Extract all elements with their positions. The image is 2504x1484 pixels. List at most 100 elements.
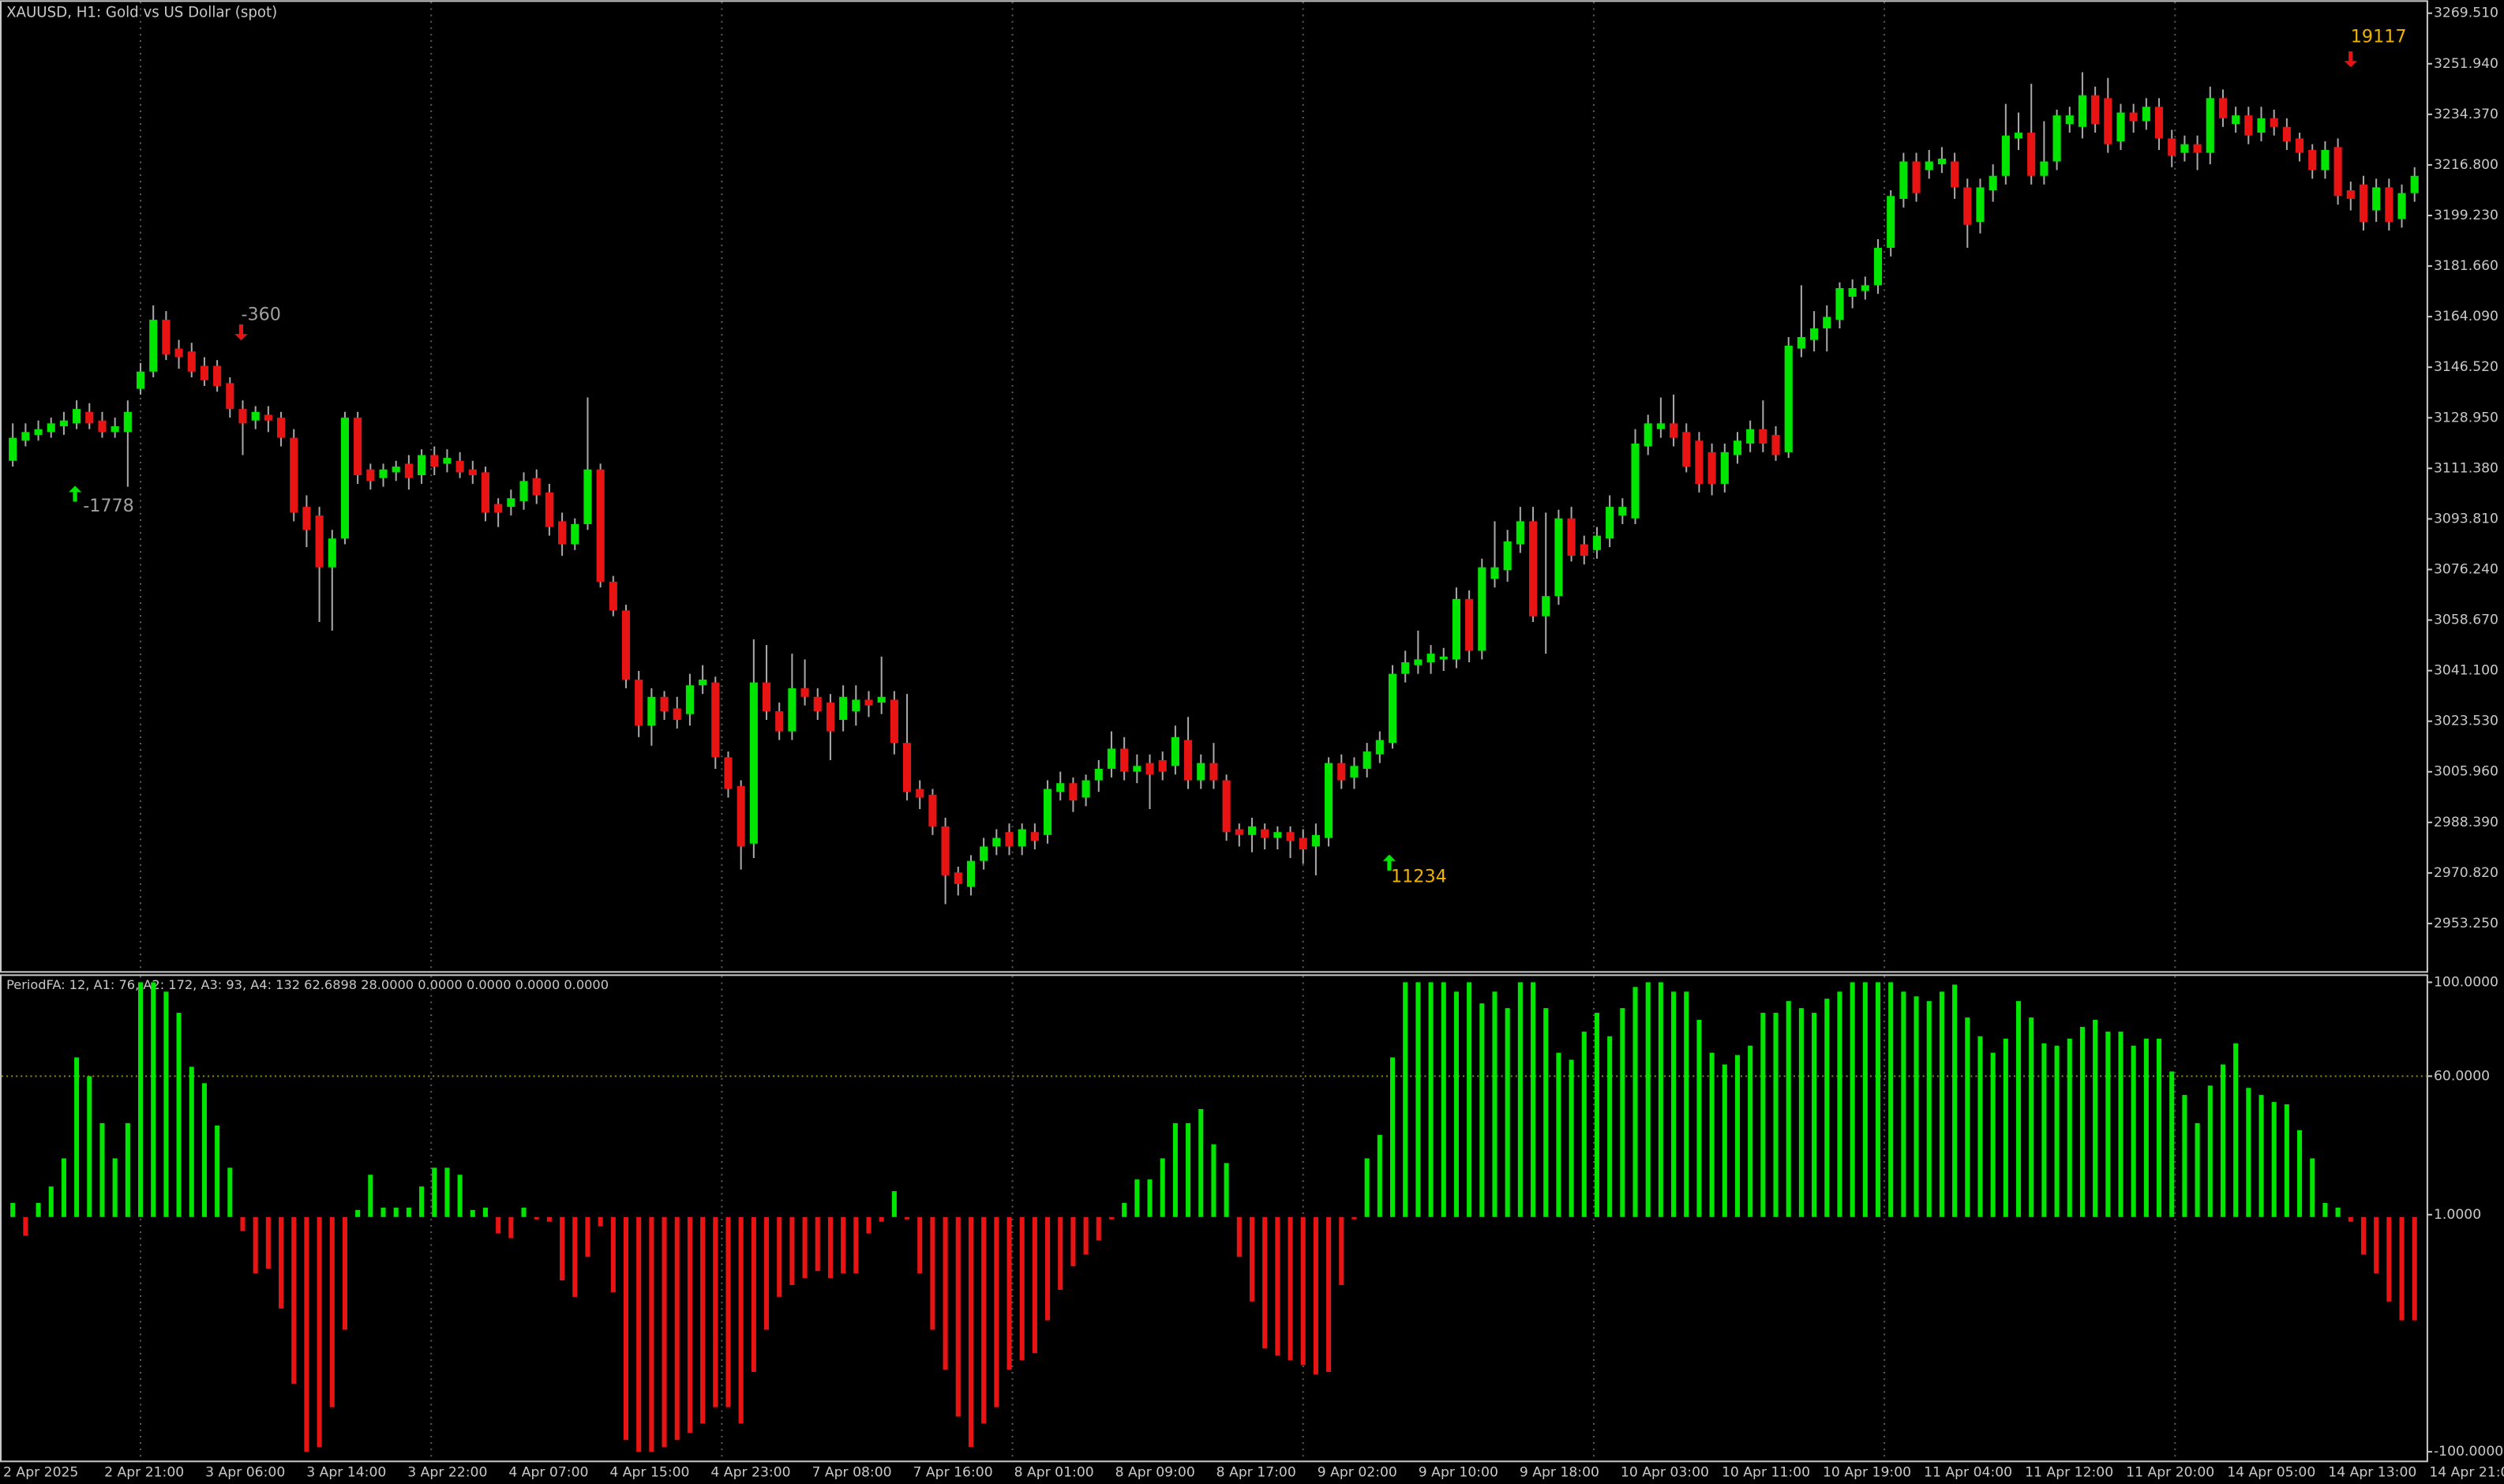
y-tick-label: 3216.800 <box>2434 157 2498 173</box>
x-tick-label: 11 Apr 12:00 <box>2025 1465 2113 1481</box>
histogram-bar <box>393 1207 399 1217</box>
histogram-bar <box>2182 1095 2187 1217</box>
histogram-bar <box>943 1216 948 1370</box>
histogram-bar <box>2093 1019 2098 1217</box>
candle-body <box>1439 656 1448 660</box>
histogram-bar <box>623 1216 629 1441</box>
candle-body <box>966 860 976 887</box>
histogram-bar <box>1645 982 1651 1217</box>
candle-body <box>596 469 605 582</box>
signal-label: 11234 <box>1391 866 1447 886</box>
histogram-bar <box>636 1216 642 1452</box>
histogram-bar <box>1594 1013 1599 1217</box>
candle-body <box>545 492 553 527</box>
histogram-bar <box>1236 1216 1242 1257</box>
histogram-bar <box>713 1216 718 1407</box>
indicator-panel-frame <box>0 974 2428 1463</box>
candle-body <box>1133 766 1141 772</box>
histogram-bar <box>137 982 144 1217</box>
histogram-bar <box>1658 982 1663 1217</box>
histogram-bar <box>508 1216 514 1239</box>
candle-body <box>98 420 107 433</box>
histogram-bar <box>2386 1216 2392 1302</box>
histogram-bar <box>1492 991 1498 1217</box>
histogram-bar <box>1760 1013 1766 1217</box>
candle-body <box>123 411 132 433</box>
y-tick-label: 2988.390 <box>2434 815 2498 830</box>
y-tick-label: -100.0000 <box>2434 1444 2503 1460</box>
candle-body <box>251 411 260 421</box>
candle-body <box>788 688 797 732</box>
histogram-bar <box>1172 1122 1178 1217</box>
candle-body <box>1887 196 1895 248</box>
candle-body <box>2154 107 2164 139</box>
y-tick-label: 3269.510 <box>2434 6 2498 21</box>
histogram-bar <box>1914 996 1919 1217</box>
signal-arrow <box>234 324 248 341</box>
histogram-bar <box>1467 982 1472 1217</box>
x-tick-label: 2 Apr 2025 <box>3 1465 78 1481</box>
candle-body <box>1197 763 1205 781</box>
x-tick-label: 8 Apr 01:00 <box>1014 1465 1094 1481</box>
candle-body <box>1554 518 1563 597</box>
candle-body <box>379 469 388 478</box>
candle-body <box>635 679 643 726</box>
candle-body <box>73 409 81 424</box>
candle-body <box>1490 567 1499 579</box>
x-tick-label: 9 Apr 02:00 <box>1318 1465 1397 1481</box>
candle-body <box>1516 521 1524 545</box>
x-tick-label: 9 Apr 10:00 <box>1419 1465 1498 1481</box>
histogram-bar <box>1862 982 1868 1217</box>
histogram-bar <box>879 1216 884 1222</box>
candle-body <box>2040 161 2049 176</box>
signal-label: 19117 <box>2351 26 2407 47</box>
candle-body <box>2296 138 2304 153</box>
y-tick-label: 3181.660 <box>2434 258 2498 274</box>
histogram-bar <box>444 1167 450 1217</box>
histogram-bar <box>968 1216 973 1448</box>
histogram-bar <box>355 1209 361 1217</box>
x-tick-label: 10 Apr 03:00 <box>1621 1465 1709 1481</box>
histogram-bar <box>215 1125 220 1217</box>
candle-body <box>430 455 439 467</box>
histogram-bar <box>457 1175 463 1217</box>
histogram-bar <box>598 1216 603 1227</box>
candle-body <box>1426 654 1435 663</box>
histogram-bar <box>534 1216 539 1220</box>
y-tick-label: 3093.810 <box>2434 511 2498 527</box>
histogram-bar <box>482 1207 489 1217</box>
x-tick-label: 10 Apr 19:00 <box>1823 1465 1911 1481</box>
histogram-bar <box>1186 1122 1191 1217</box>
candle-body <box>1005 832 1014 847</box>
signal-label: -1778 <box>83 496 134 516</box>
chart-title: XAUUSD, H1: Gold vs US Dollar (spot) <box>6 5 277 21</box>
histogram-bar <box>2246 1088 2251 1217</box>
histogram-bar <box>61 1158 66 1217</box>
histogram-bar <box>1224 1163 1229 1217</box>
histogram-bar <box>2067 1038 2072 1217</box>
candle-body <box>826 703 834 732</box>
candle-body <box>724 757 733 789</box>
histogram-bar <box>317 1216 322 1448</box>
candle-body <box>21 432 30 441</box>
candle-body <box>571 523 579 545</box>
candle-body <box>647 696 656 726</box>
x-tick-label: 9 Apr 18:00 <box>1520 1465 1599 1481</box>
candle-body <box>1746 429 1755 444</box>
candle-body <box>877 696 886 703</box>
histogram-bar <box>725 1216 731 1407</box>
candle-body <box>558 521 567 545</box>
x-tick-label: 4 Apr 15:00 <box>609 1465 689 1481</box>
candle-body <box>2078 95 2086 127</box>
histogram-bar <box>827 1216 833 1279</box>
y-tick-label: 3111.380 <box>2434 460 2498 476</box>
candle-body <box>992 838 1001 847</box>
histogram-bar <box>1620 1008 1625 1217</box>
candle-body <box>9 437 17 461</box>
histogram-bar <box>1134 1179 1140 1217</box>
histogram-bar <box>1569 1059 1574 1217</box>
histogram-bar <box>10 1202 16 1217</box>
candle-body <box>1899 161 1908 199</box>
y-tick-label: 3146.520 <box>2434 359 2498 375</box>
histogram-bar <box>1977 1036 1983 1217</box>
